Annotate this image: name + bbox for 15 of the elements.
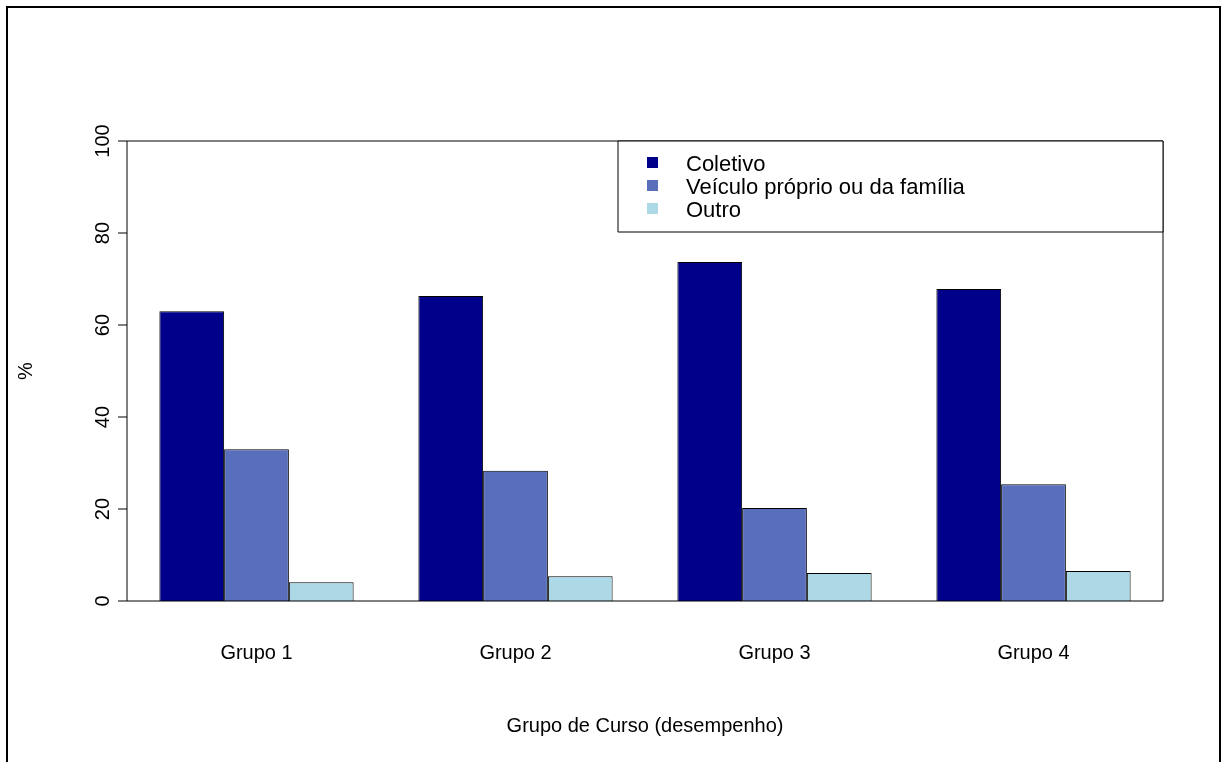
x-tick-label: Grupo 2 [479,640,552,663]
x-tick-label: Grupo 3 [738,640,811,663]
x-tick-label: Grupo 1 [220,640,293,663]
x-axis-title: Grupo de Curso (desempenho) [506,713,784,736]
legend-label: Veículo próprio ou da família [686,174,966,200]
y-tick-label: 40 [90,405,113,429]
y-axis-title: % [13,361,36,380]
y-tick-label: 0 [90,595,113,607]
y-tick-label: 60 [90,313,113,337]
legend-label: Outro [686,197,742,223]
y-tick-label: 80 [90,221,113,245]
y-tick-label: 100 [90,124,113,158]
y-tick-label: 20 [90,497,113,521]
legend-label: Coletivo [686,151,766,177]
x-tick-label: Grupo 4 [997,640,1070,663]
